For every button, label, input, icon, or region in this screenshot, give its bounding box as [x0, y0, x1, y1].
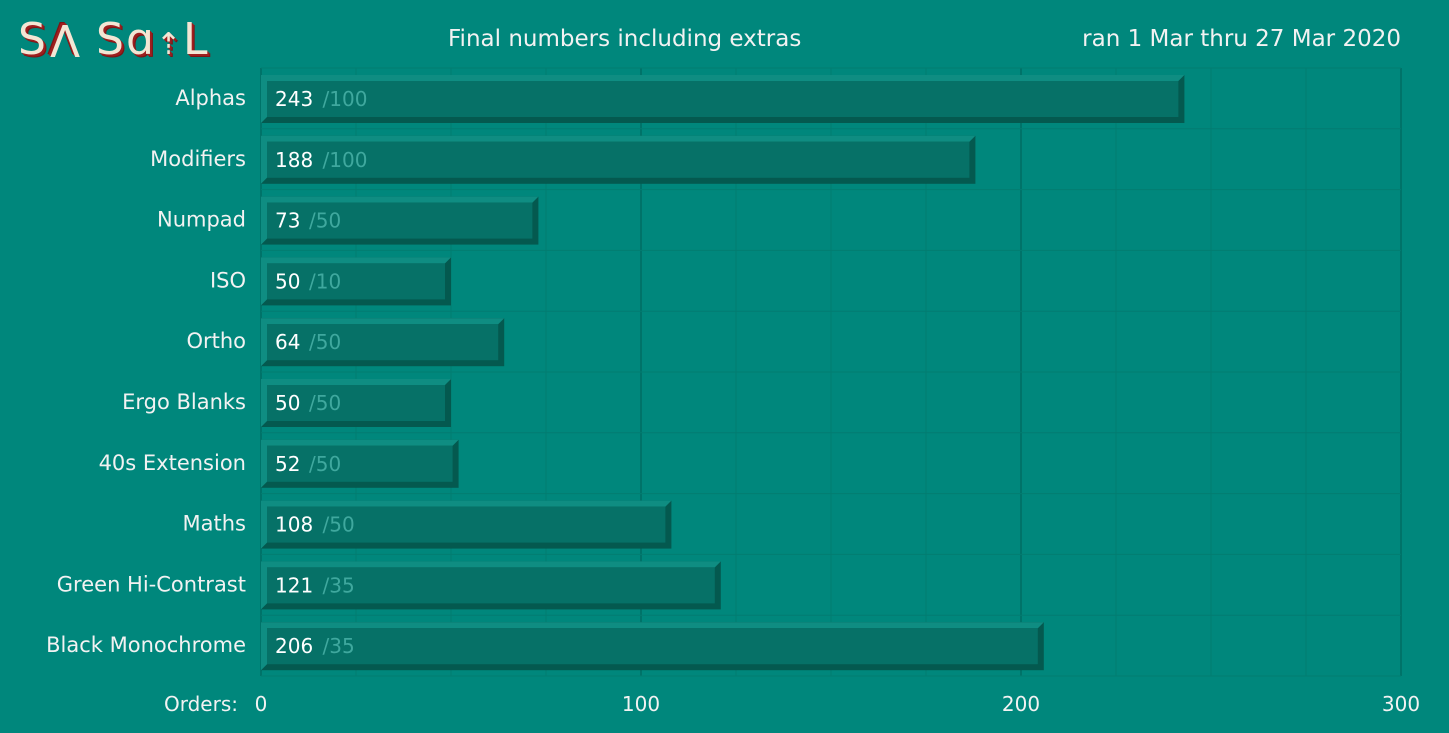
- target-label: /50: [309, 330, 341, 354]
- bar-bevel: [261, 500, 672, 549]
- x-tick-label: 200: [1002, 692, 1040, 716]
- target-label: /100: [323, 87, 368, 111]
- category-label: Numpad: [157, 208, 246, 232]
- value-label: 108: [275, 513, 313, 537]
- x-tick-label: 300: [1382, 692, 1420, 716]
- bar-bevel: [261, 75, 1185, 123]
- value-label: 243: [275, 87, 313, 111]
- value-label: 52: [275, 452, 300, 476]
- target-label: /50: [309, 209, 341, 233]
- bar-face: [267, 567, 715, 604]
- bar-bevel: [261, 196, 539, 245]
- bar-bevel: [261, 439, 459, 488]
- category-label: ISO: [210, 268, 246, 292]
- bar-bevel: [261, 622, 1044, 671]
- bar-face: [267, 628, 1038, 665]
- chart-title: Final numbers including extras: [448, 26, 802, 52]
- target-label: /10: [309, 269, 341, 293]
- bar-bevel: [261, 257, 451, 306]
- bar-face: [267, 81, 1179, 117]
- target-label: /50: [309, 452, 341, 476]
- target-label: /50: [323, 513, 355, 537]
- bar-face: [267, 385, 445, 421]
- x-axis-title: Orders:: [164, 692, 238, 716]
- category-label: Maths: [183, 512, 246, 536]
- bar-face: [267, 506, 666, 543]
- category-label: Black Monochrome: [46, 633, 246, 657]
- bar-face: [267, 445, 453, 482]
- target-label: /35: [323, 634, 355, 658]
- bar-bevel: [261, 135, 976, 184]
- target-label: /35: [323, 573, 355, 597]
- target-label: /100: [323, 148, 368, 172]
- bar-face: [267, 263, 445, 300]
- value-label: 188: [275, 148, 313, 172]
- x-tick-label: 0: [255, 692, 268, 716]
- logo: SV Sɑ⇡L: [18, 14, 210, 65]
- category-label: Modifiers: [150, 147, 246, 171]
- target-label: /50: [309, 391, 341, 415]
- bar-bevel: [261, 379, 451, 427]
- value-label: 50: [275, 391, 300, 415]
- bar-face: [267, 324, 499, 361]
- category-label: Green Hi-Contrast: [57, 572, 246, 596]
- value-label: 121: [275, 573, 313, 597]
- bar-bevel: [261, 561, 721, 610]
- value-label: 73: [275, 209, 300, 233]
- value-label: 50: [275, 269, 300, 293]
- category-label: Ortho: [186, 329, 246, 353]
- bar-face: [267, 202, 533, 239]
- category-label: 40s Extension: [99, 451, 246, 475]
- value-label: 64: [275, 330, 300, 354]
- x-tick-label: 100: [622, 692, 660, 716]
- category-label: Alphas: [175, 86, 246, 110]
- category-label: Ergo Blanks: [122, 390, 246, 414]
- date-range: ran 1 Mar thru 27 Mar 2020: [1082, 26, 1401, 52]
- bar-bevel: [261, 318, 505, 367]
- value-label: 206: [275, 634, 313, 658]
- bar-face: [267, 141, 970, 178]
